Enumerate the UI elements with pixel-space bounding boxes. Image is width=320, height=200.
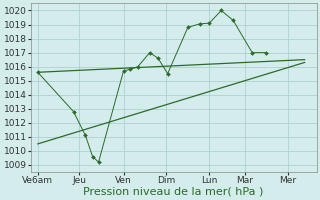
X-axis label: Pression niveau de la mer( hPa ): Pression niveau de la mer( hPa ) xyxy=(84,187,264,197)
